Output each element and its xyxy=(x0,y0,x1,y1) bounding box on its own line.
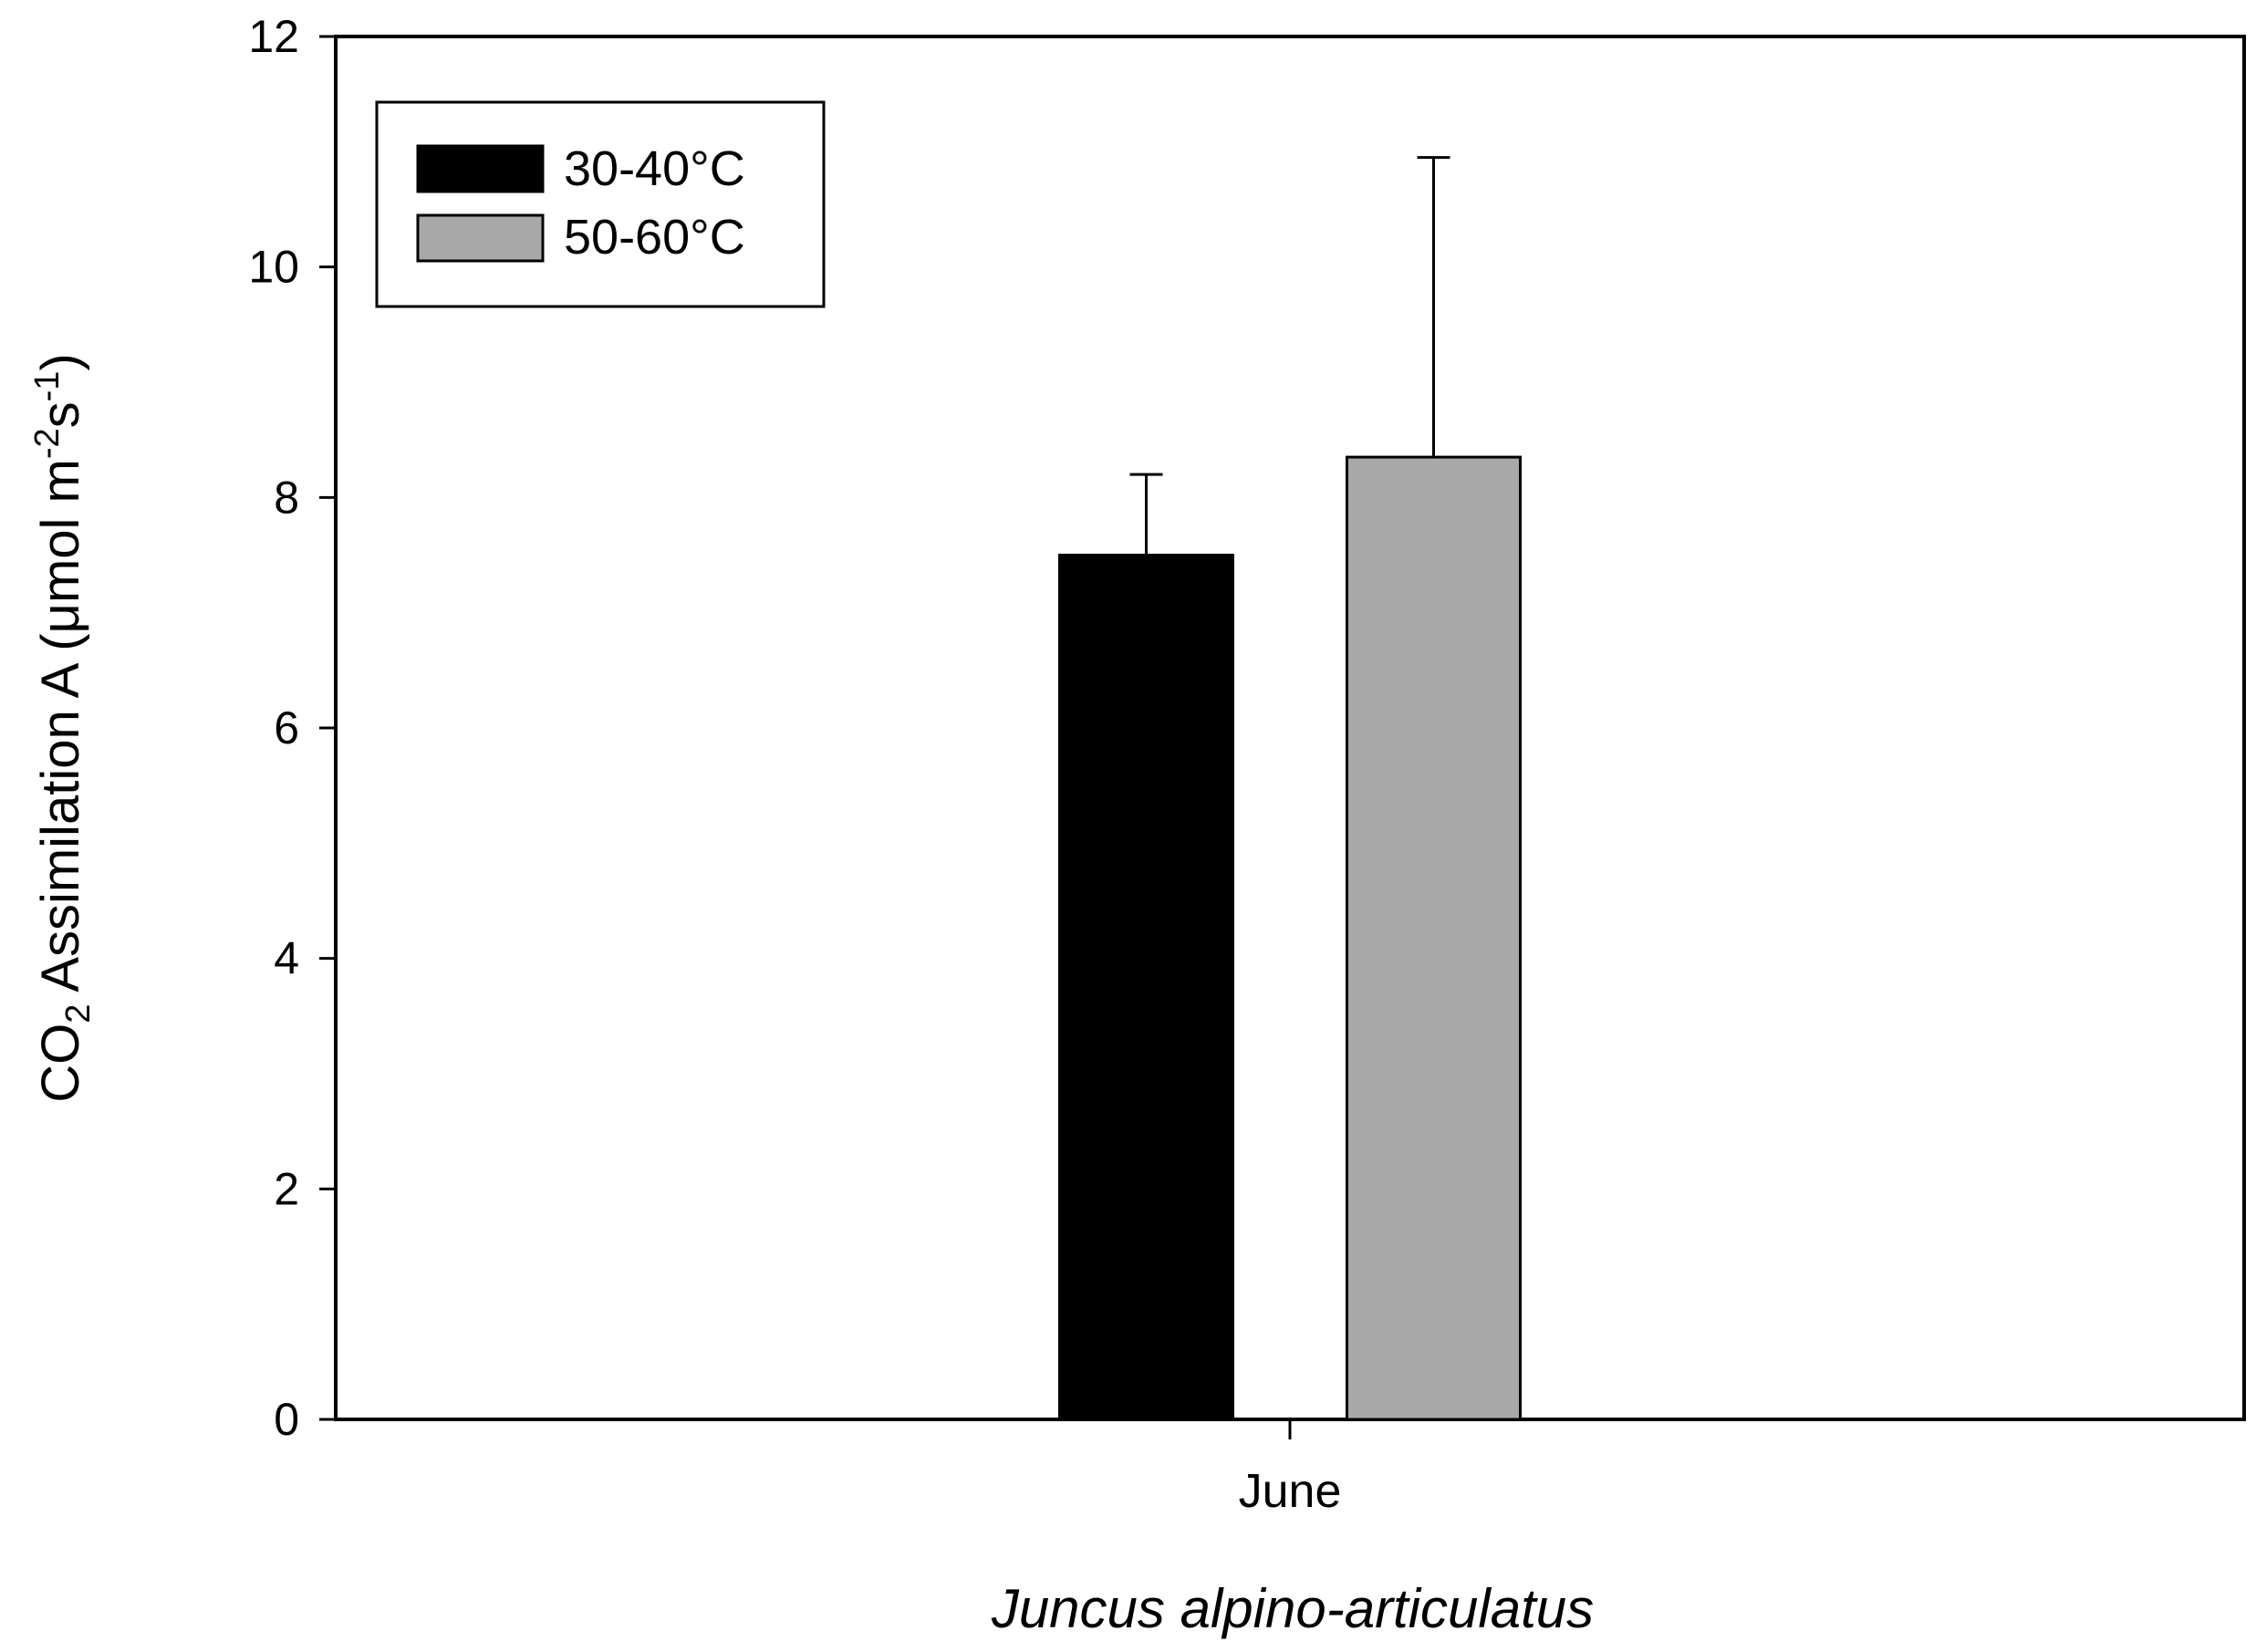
y-tick-label: 12 xyxy=(248,11,299,62)
legend-label-series-2: 50-60°C xyxy=(564,210,745,265)
bar-1-june xyxy=(1058,554,1234,1421)
y-tick-label: 4 xyxy=(274,933,299,984)
y-tick-label: 0 xyxy=(274,1394,299,1445)
x-axis: June xyxy=(1239,1419,1342,1518)
y-axis-label: CO2 Assimilation A (μmol m-2s-1) xyxy=(28,353,98,1103)
x-axis-label: Juncus alpino-articulatus xyxy=(991,1578,1594,1639)
bar-2-june xyxy=(1346,455,1522,1421)
y-tick-label: 8 xyxy=(274,472,299,523)
y-tick-label: 2 xyxy=(274,1163,299,1214)
y-tick-label: 10 xyxy=(248,242,299,293)
legend-swatch-series-2 xyxy=(416,213,545,263)
y-tick-label: 6 xyxy=(274,702,299,753)
legend-box xyxy=(375,100,826,308)
x-tick-label: June xyxy=(1239,1465,1342,1518)
legend-label-series-1: 30-40°C xyxy=(564,141,745,196)
bars xyxy=(1058,156,1522,1421)
legend-swatch-series-1 xyxy=(416,144,545,193)
legend: 30-40°C 50-60°C xyxy=(375,100,826,308)
y-axis: 0 2 4 6 8 10 12 xyxy=(248,11,336,1445)
